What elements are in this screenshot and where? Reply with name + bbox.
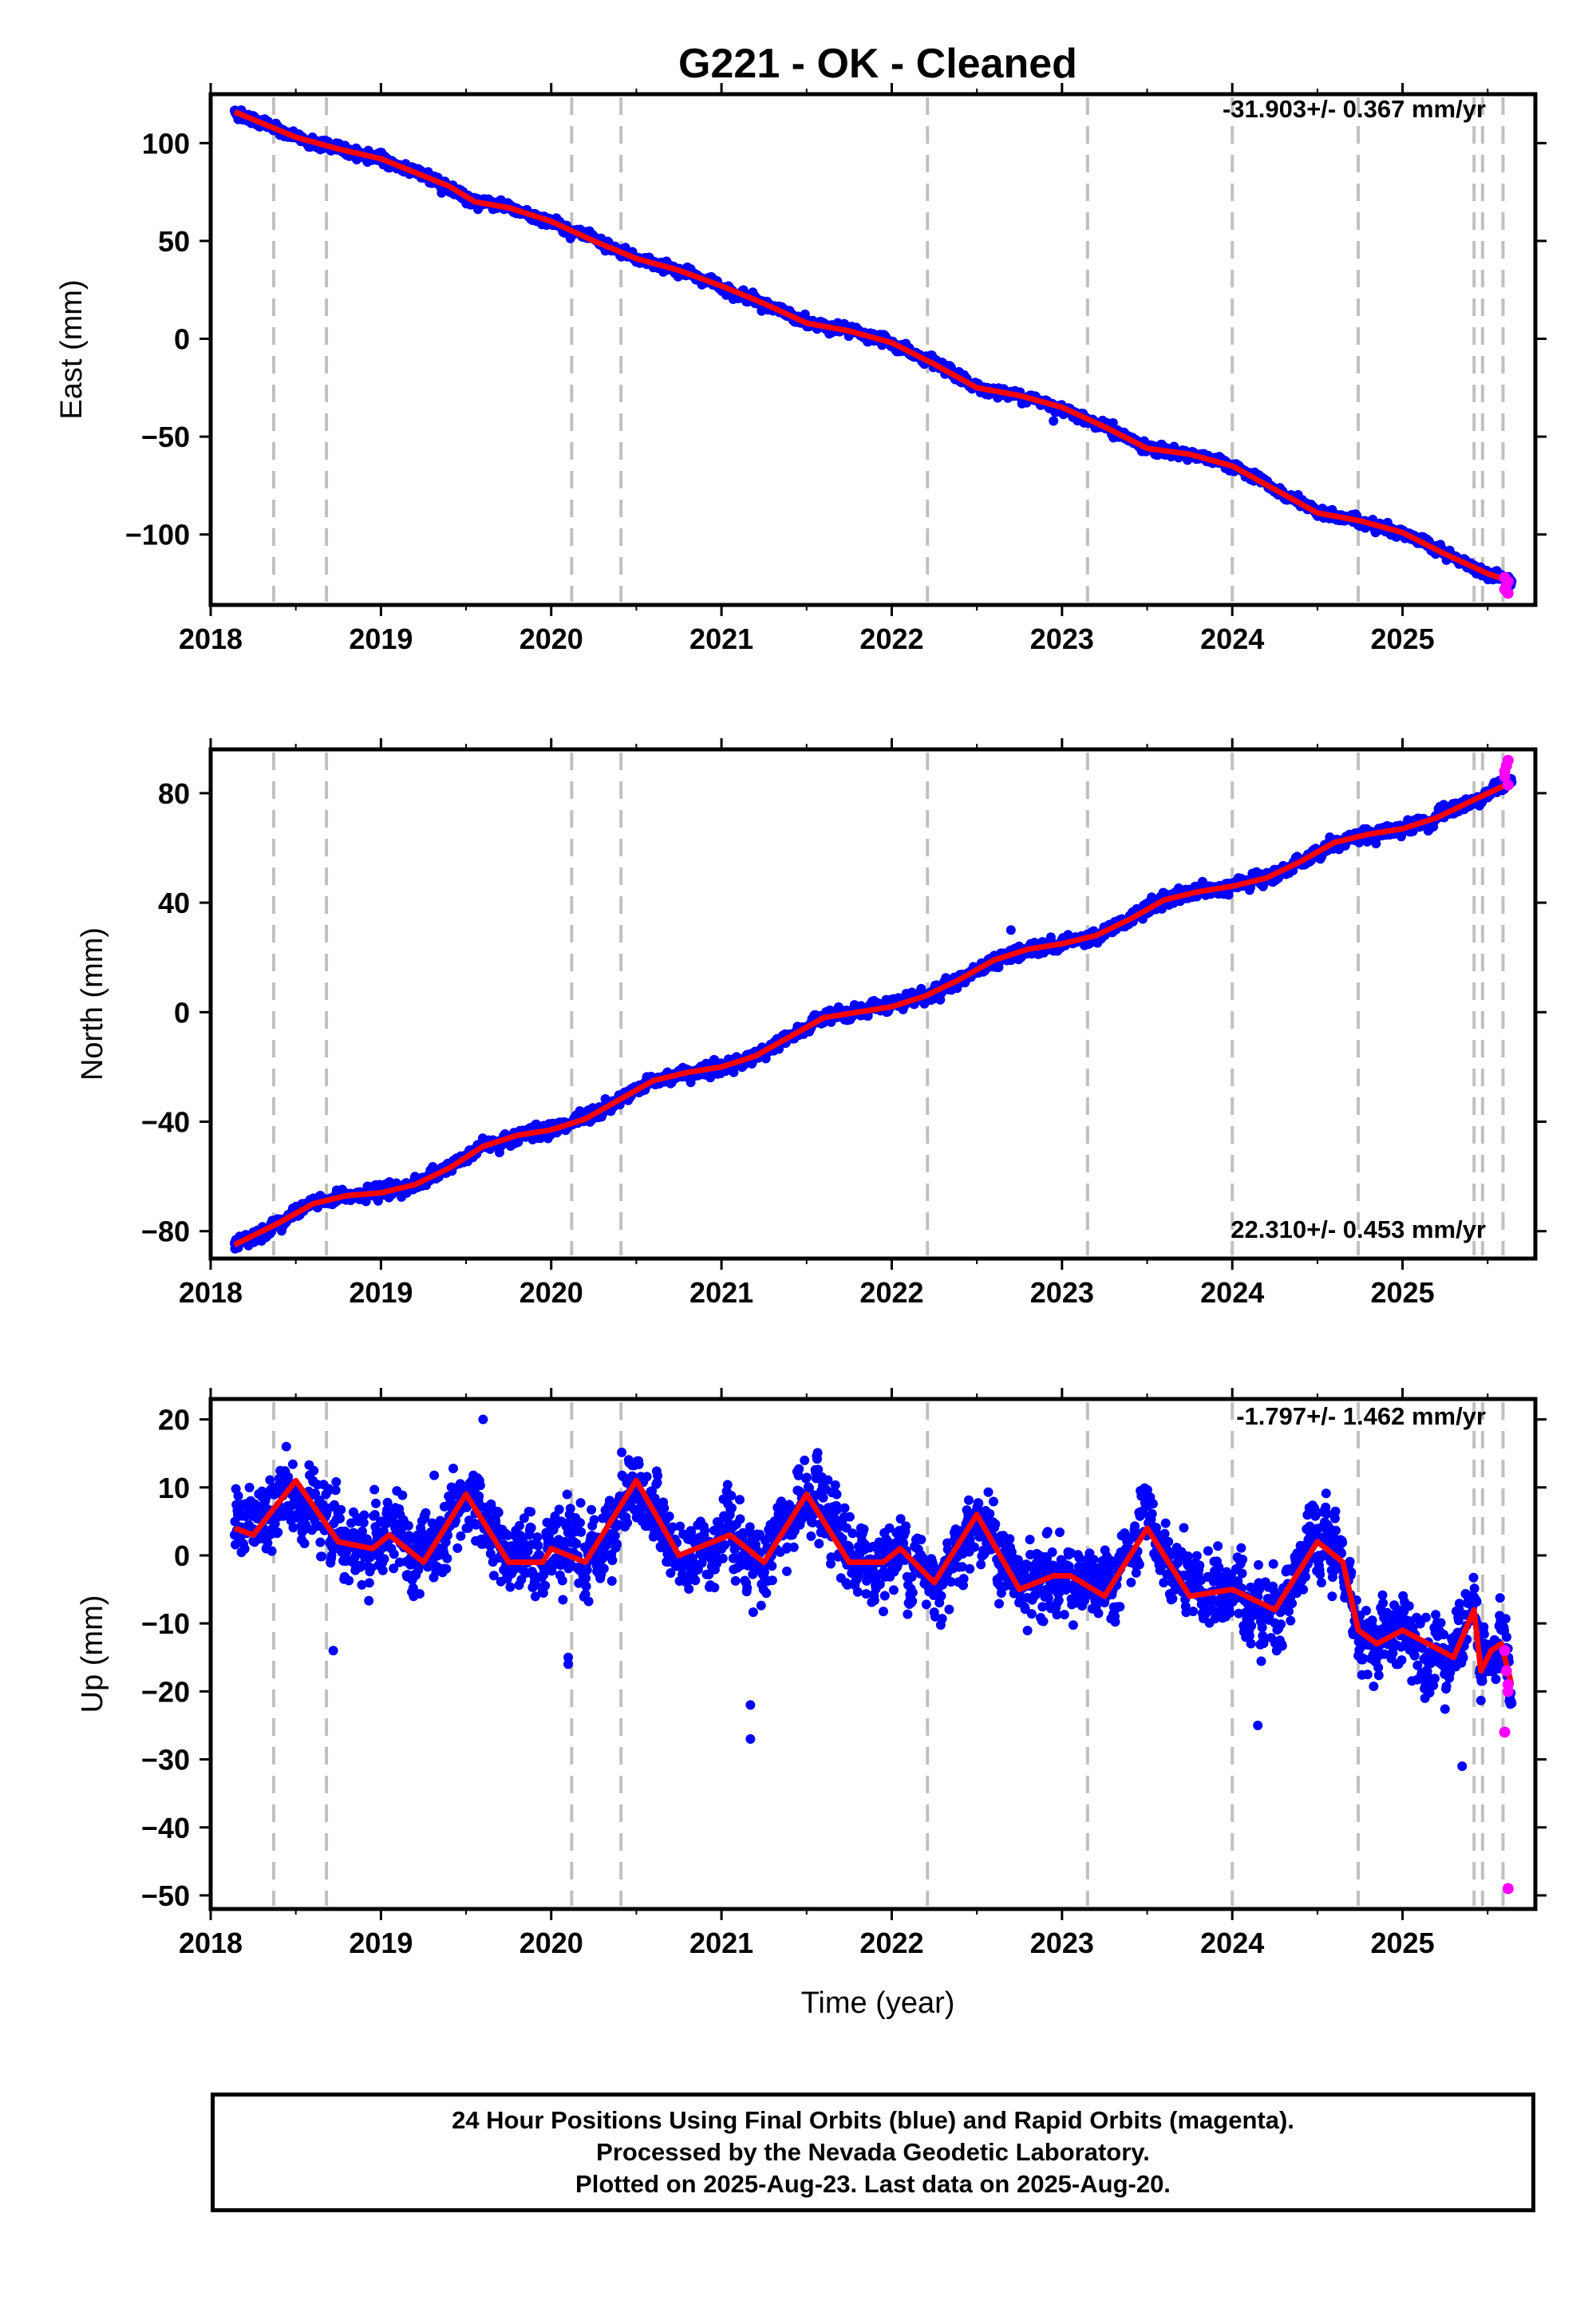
east-y-tick-label: −100 (125, 519, 190, 551)
east-outlier-point (1049, 416, 1059, 426)
east-velocity-label: -31.903+/- 0.367 mm/yr (1223, 95, 1486, 123)
east-y-tick-label: 100 (142, 127, 190, 160)
east-x-tick-label: 2019 (349, 622, 413, 655)
east-y-tick-label: 0 (174, 323, 190, 356)
east-y-tick-label: 50 (158, 225, 190, 258)
east-x-tick-label: 2022 (859, 622, 923, 655)
east-plot-frame (208, 92, 1538, 607)
east-panel: 2018 2019 2020 2021 2022 2023 2024 2025 100 50 0 −5… (55, 83, 1547, 655)
east-x-tick-label: 2025 (1371, 622, 1435, 655)
east-x-tick-label: 2021 (689, 622, 753, 655)
east-y-axis-label: East (mm) (55, 279, 89, 419)
east-x-tick-label: 2018 (179, 622, 243, 655)
east-x-tick-label: 2020 (519, 622, 583, 655)
north-panel: 2018 2019 2020 2021 2022 2023 2024 202580400−40… (76, 738, 1547, 1309)
east-x-tick-label: 2024 (1200, 622, 1264, 655)
east-model-line (233, 109, 1513, 584)
east-rapid-point (1499, 583, 1511, 595)
figure-title: G221 - OK - Cleaned (678, 41, 1077, 87)
north-point (935, 994, 946, 1005)
east-y-tick-label: −50 (141, 421, 190, 453)
east-x-tick-label: 2023 (1030, 622, 1094, 655)
east-outlier-point (1108, 417, 1118, 428)
